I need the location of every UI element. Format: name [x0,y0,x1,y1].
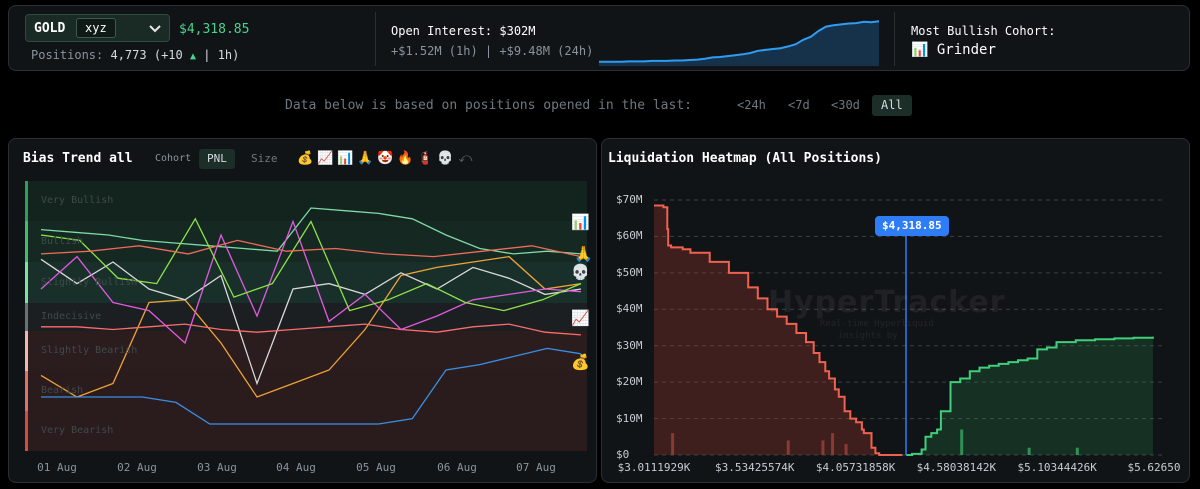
zone-band [25,303,587,331]
zone-indicator [25,221,28,262]
liquidation-area [906,336,1153,455]
current-price-badge: $4,318.85 [875,216,949,236]
bias-series-line[interactable] [40,217,582,312]
watermark-tagline: Real-time Hyperliquid [820,319,934,329]
most-bullish-value: Grinder [936,42,996,58]
volume-bar [1075,447,1079,455]
liquidation-line[interactable] [654,204,903,456]
bar-chart-icon[interactable]: 📊 [337,151,354,166]
timeframe-30d-button[interactable]: <30d [831,98,860,112]
timeframe-24h-button[interactable]: <24h [737,98,766,112]
chart-up-icon[interactable]: 📈 [317,151,334,166]
zone-indicator [25,371,28,411]
bar-chart-icon: 📊 [911,42,929,58]
volume-bar [844,444,848,455]
positions-change: (+10 [153,48,183,62]
timeframe-selector: Data below is based on positions opened … [0,95,1200,117]
money-bag-icon[interactable]: 💰 [297,151,314,166]
most-bullish-title: Most Bullish Cohort: [911,24,1056,38]
skull-icon[interactable]: 💀 [437,151,454,166]
bias-series-line[interactable] [41,323,582,336]
timeframe-label: Data below is based on positions opened … [285,98,692,113]
open-interest-change: +$1.52M (1h) | +$9.48M (24h) [391,44,594,58]
volume-bar [1027,447,1031,455]
bias-trend-title: Bias Trend all [23,151,133,166]
bias-trend-panel: Very Bullish Bullish Slightly Bullish Indec… [8,138,597,483]
zone-indicator [25,331,28,371]
bias-trend-chart [25,181,587,451]
reset-icon[interactable]: ⤺ [458,151,473,166]
zone-band [25,411,587,451]
positions-count: Positions: 4,773 (+10 ▲ | 1h) [31,48,239,62]
asset-selector[interactable]: GOLD xyz [25,14,170,42]
clown-icon[interactable]: 🤡 [377,151,394,166]
open-interest-title: Open Interest: $302M [391,24,536,38]
divider [894,12,895,66]
zone-band [25,331,587,371]
divider [375,12,376,66]
extinguisher-icon[interactable]: 🧯 [417,151,434,166]
bias-series-line[interactable] [40,255,582,398]
volume-bar [786,440,790,455]
positions-value: 4,773 [110,48,147,62]
watermark-tagline-2: insights by [838,331,898,341]
liquidation-line[interactable] [906,336,1154,456]
zone-indicator [25,411,28,451]
dex-badge[interactable]: xyz [76,18,116,38]
positions-label: Positions: [31,48,104,62]
volume-bar [831,433,835,455]
cohort-filter-row: 💰 📈 📊 🙏 🤡 🔥 🧯 💀 ⤺ [297,149,474,169]
pray-icon[interactable]: 🙏 [357,151,374,166]
watermark-logo: HyperTracker [768,285,1006,320]
timeframe-all-button[interactable]: All [872,95,912,116]
fire-icon[interactable]: 🔥 [397,151,414,166]
most-bullish-cohort: 📊 Grinder [911,42,996,58]
open-interest-area [599,21,879,66]
bias-series-line[interactable] [40,258,582,386]
bias-series-line[interactable] [40,219,582,345]
zone-indicator [25,262,28,303]
cohort-label: Cohort [155,153,192,164]
asset-price: $4,318.85 [179,22,250,37]
volume-bar [671,433,675,455]
volume-bar [821,440,825,455]
timeframe-7d-button[interactable]: <7d [788,98,810,112]
liquidation-area [654,205,903,455]
chevron-down-icon[interactable] [148,21,162,35]
bias-series-line[interactable] [41,347,582,425]
bias-series-line[interactable] [40,239,582,258]
open-interest-sparkline [599,20,879,66]
liquidation-chart [654,199,1164,456]
asset-symbol: GOLD [34,21,66,36]
pnl-toggle[interactable]: PNL [199,149,235,169]
zone-indicator [25,181,28,221]
zone-band [25,371,587,411]
volume-bar [960,429,964,455]
size-toggle[interactable]: Size [251,152,278,165]
zone-band [25,221,587,262]
positions-change-period: | 1h) [203,48,240,62]
open-interest-line [599,20,879,63]
market-summary-bar: GOLD xyz $4,318.85 Positions: 4,773 (+10… [8,5,1190,71]
liquidation-heatmap-title: Liquidation Heatmap (All Positions) [608,151,882,166]
liquidation-heatmap-panel: $70M $60M $50M $40M $30M $20M $10M $0 $3.0111929… [601,138,1190,483]
zone-indicator [25,303,28,331]
up-arrow-icon: ▲ [189,51,197,62]
